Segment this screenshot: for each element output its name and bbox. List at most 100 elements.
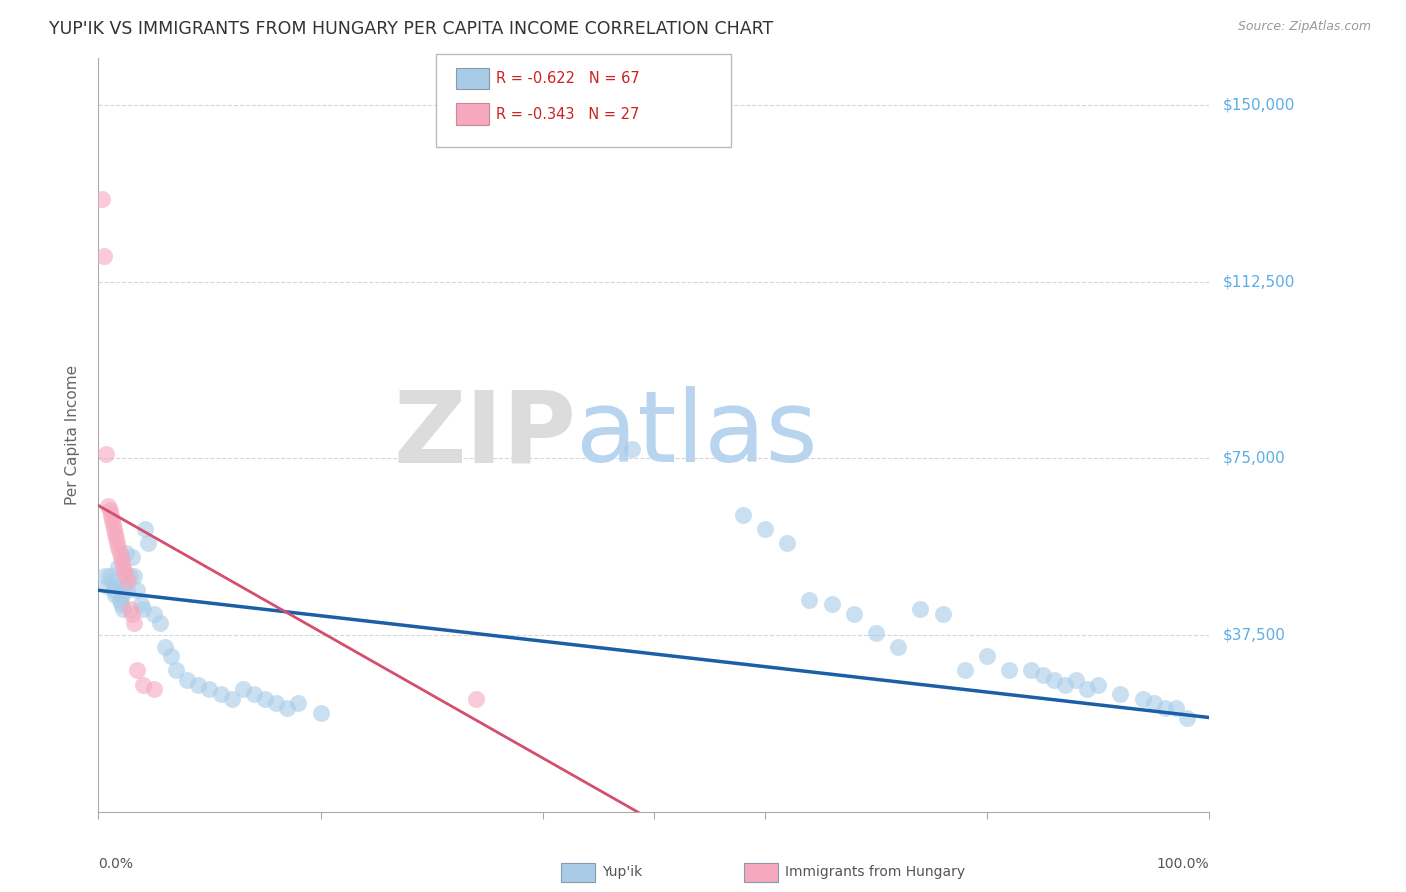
Point <box>93 249 115 263</box>
Point <box>127 664 149 678</box>
Point <box>953 664 976 678</box>
Point <box>105 532 128 546</box>
Point <box>103 583 125 598</box>
Point <box>976 649 998 664</box>
Point <box>243 687 266 701</box>
Point <box>465 691 488 706</box>
Point <box>111 602 134 616</box>
Point <box>1109 687 1132 701</box>
Point <box>132 677 155 691</box>
Point <box>122 616 145 631</box>
Point <box>221 691 243 706</box>
Point <box>1153 701 1175 715</box>
Text: Immigrants from Hungary: Immigrants from Hungary <box>785 865 965 880</box>
Point <box>887 640 910 654</box>
Point <box>112 565 135 579</box>
Point <box>132 602 155 616</box>
Point <box>187 677 209 691</box>
Y-axis label: Per Capita Income: Per Capita Income <box>65 365 80 505</box>
Point <box>799 592 821 607</box>
Point <box>1164 701 1187 715</box>
Point <box>143 682 166 697</box>
Point <box>108 592 131 607</box>
Point <box>100 574 122 588</box>
Text: R = -0.622   N = 67: R = -0.622 N = 67 <box>496 71 640 86</box>
Point <box>165 664 187 678</box>
Point <box>96 447 118 461</box>
Point <box>112 578 135 592</box>
Point <box>110 550 132 565</box>
Point <box>117 583 139 598</box>
Text: $37,500: $37,500 <box>1223 628 1286 642</box>
Point <box>309 706 332 720</box>
Point <box>111 559 134 574</box>
Point <box>1032 668 1054 682</box>
Point <box>138 536 160 550</box>
Point <box>931 607 953 621</box>
Text: Source: ZipAtlas.com: Source: ZipAtlas.com <box>1237 20 1371 33</box>
Point <box>105 578 128 592</box>
Text: atlas: atlas <box>576 386 818 483</box>
Point <box>1021 664 1043 678</box>
Point <box>776 536 799 550</box>
Point <box>118 602 141 616</box>
Point <box>98 503 121 517</box>
Point <box>90 192 112 206</box>
Point <box>910 602 932 616</box>
Point <box>108 546 131 560</box>
Point <box>998 664 1021 678</box>
Point <box>98 569 121 583</box>
Point <box>94 569 117 583</box>
Point <box>100 513 122 527</box>
Text: 100.0%: 100.0% <box>1157 857 1209 871</box>
Point <box>143 607 166 621</box>
Point <box>129 598 152 612</box>
Point <box>117 574 139 588</box>
Point <box>121 607 143 621</box>
Point <box>110 598 132 612</box>
Point <box>100 508 122 522</box>
Point <box>253 691 276 706</box>
Point <box>1053 677 1076 691</box>
Point <box>104 588 127 602</box>
Point <box>1143 697 1166 711</box>
Point <box>1042 673 1064 687</box>
Point <box>620 442 643 456</box>
Point <box>1175 710 1198 724</box>
Point <box>105 536 128 550</box>
Point <box>232 682 254 697</box>
Point <box>118 569 141 583</box>
Point <box>865 625 887 640</box>
Point <box>148 616 170 631</box>
Point <box>176 673 198 687</box>
Point <box>276 701 298 715</box>
Text: ZIP: ZIP <box>394 386 576 483</box>
Point <box>107 559 129 574</box>
Point <box>115 569 138 583</box>
Point <box>96 578 118 592</box>
Point <box>122 569 145 583</box>
Point <box>209 687 232 701</box>
Point <box>115 546 138 560</box>
Point <box>1076 682 1098 697</box>
Point <box>754 522 776 536</box>
Point <box>1087 677 1109 691</box>
Point <box>111 588 134 602</box>
Point <box>198 682 221 697</box>
Point <box>264 697 287 711</box>
Point <box>731 508 754 522</box>
Point <box>103 522 125 536</box>
Point <box>159 649 181 664</box>
Point <box>842 607 865 621</box>
Point <box>111 555 134 569</box>
Point <box>1064 673 1087 687</box>
Text: $75,000: $75,000 <box>1223 450 1286 466</box>
Text: Yup'ik: Yup'ik <box>602 865 643 880</box>
Point <box>134 522 156 536</box>
Text: $150,000: $150,000 <box>1223 97 1295 112</box>
Point <box>287 697 309 711</box>
Text: $112,500: $112,500 <box>1223 274 1295 289</box>
Point <box>820 598 842 612</box>
Point <box>127 583 149 598</box>
Point <box>97 499 120 513</box>
